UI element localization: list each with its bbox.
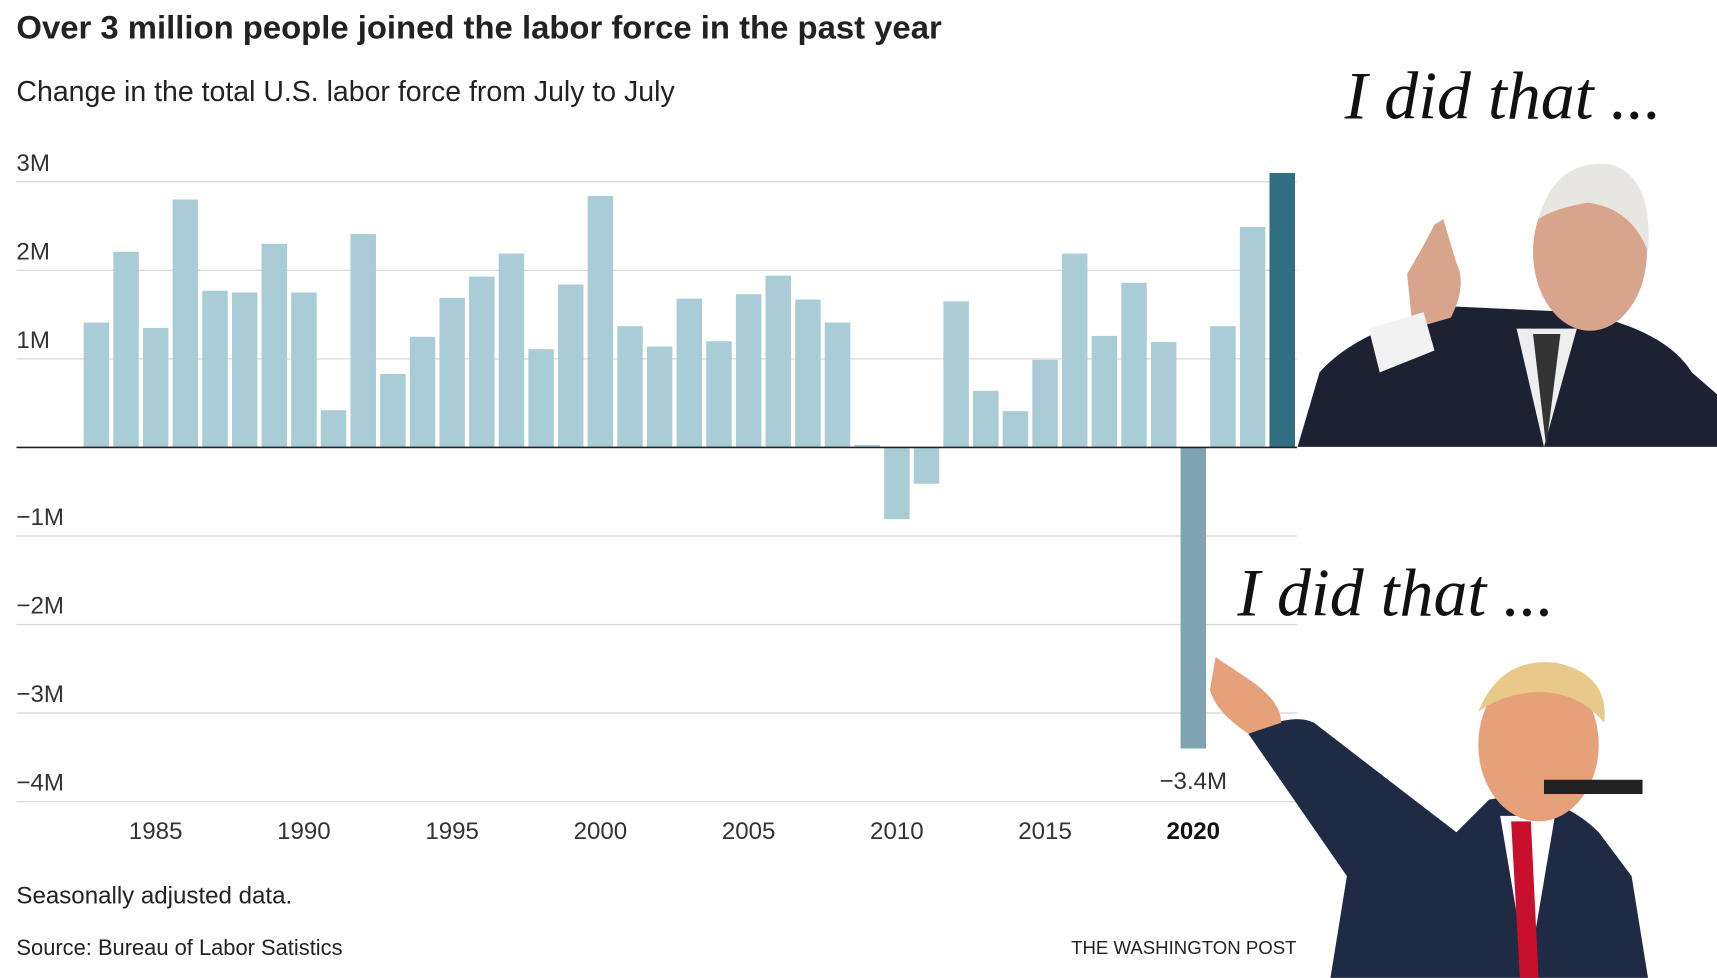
bar — [913, 447, 940, 484]
bar — [854, 444, 880, 448]
y-tick-label: −3M — [16, 681, 64, 708]
x-tick-label: 2005 — [722, 818, 776, 845]
bar — [943, 301, 969, 448]
y-tick-label: −2M — [16, 593, 64, 620]
bar — [113, 251, 139, 448]
bar — [617, 326, 643, 448]
source: Source: Bureau of Labor Satistics — [16, 935, 342, 960]
x-tick-label: 1990 — [277, 818, 331, 845]
bar — [498, 253, 525, 448]
bar — [884, 447, 910, 520]
bar — [973, 390, 999, 448]
bar — [1210, 326, 1236, 448]
bar — [1121, 282, 1147, 448]
credit: THE WASHINGTON POST — [1071, 937, 1296, 958]
value-label: −3.4M — [1160, 768, 1228, 795]
bar — [439, 297, 465, 448]
bar — [706, 341, 732, 448]
bar — [676, 298, 703, 448]
bar — [1032, 359, 1058, 448]
bar — [409, 336, 436, 448]
y-tick-label: 3M — [16, 150, 49, 177]
bar — [646, 346, 673, 448]
bar — [142, 327, 169, 448]
y-tick-label: 2M — [16, 238, 49, 265]
bar — [795, 299, 821, 448]
bar — [735, 294, 762, 448]
plot: 3M 2M 1M −1M −2M −3M −4M −3.4M 1985 1990 1995 2000 2… — [16, 150, 1298, 845]
bar — [172, 199, 199, 448]
note: Seasonally adjusted data. — [16, 882, 292, 909]
bar — [380, 373, 406, 448]
bar — [83, 322, 110, 448]
trump-photo — [1210, 657, 1649, 978]
x-tick-label: 1995 — [425, 818, 479, 845]
bar — [557, 284, 584, 448]
bar — [1239, 226, 1266, 448]
annotation: I did that ... — [1236, 555, 1554, 630]
bar — [469, 276, 495, 448]
bar — [350, 234, 376, 448]
bar — [1150, 342, 1177, 448]
bar — [1091, 335, 1118, 448]
y-tick-label: −1M — [16, 504, 64, 531]
biden-photo — [1297, 163, 1717, 447]
bar — [320, 410, 347, 448]
x-tick-label: 2015 — [1018, 818, 1072, 845]
bar — [291, 292, 317, 448]
bar — [1269, 172, 1295, 448]
chart-title: Over 3 million people joined the labor f… — [16, 8, 942, 45]
bar — [765, 275, 792, 448]
y-tick-label: −4M — [16, 770, 64, 797]
bar — [1002, 411, 1029, 448]
bar — [1061, 253, 1088, 448]
bar — [824, 322, 851, 448]
bar — [1180, 447, 1207, 749]
x-tick-label: 1985 — [129, 818, 183, 845]
bar — [587, 195, 614, 448]
chart-subtitle: Change in the total U.S. labor force fro… — [16, 76, 675, 108]
bar — [261, 243, 288, 448]
annotation: I did that ... — [1344, 58, 1662, 133]
x-tick-label: 2020 — [1167, 818, 1221, 845]
x-tick-label: 2010 — [870, 818, 924, 845]
x-tick-label: 2000 — [574, 818, 628, 845]
bar — [202, 290, 228, 448]
bar — [231, 292, 258, 448]
bar — [528, 349, 554, 448]
y-tick-label: 1M — [16, 327, 49, 354]
